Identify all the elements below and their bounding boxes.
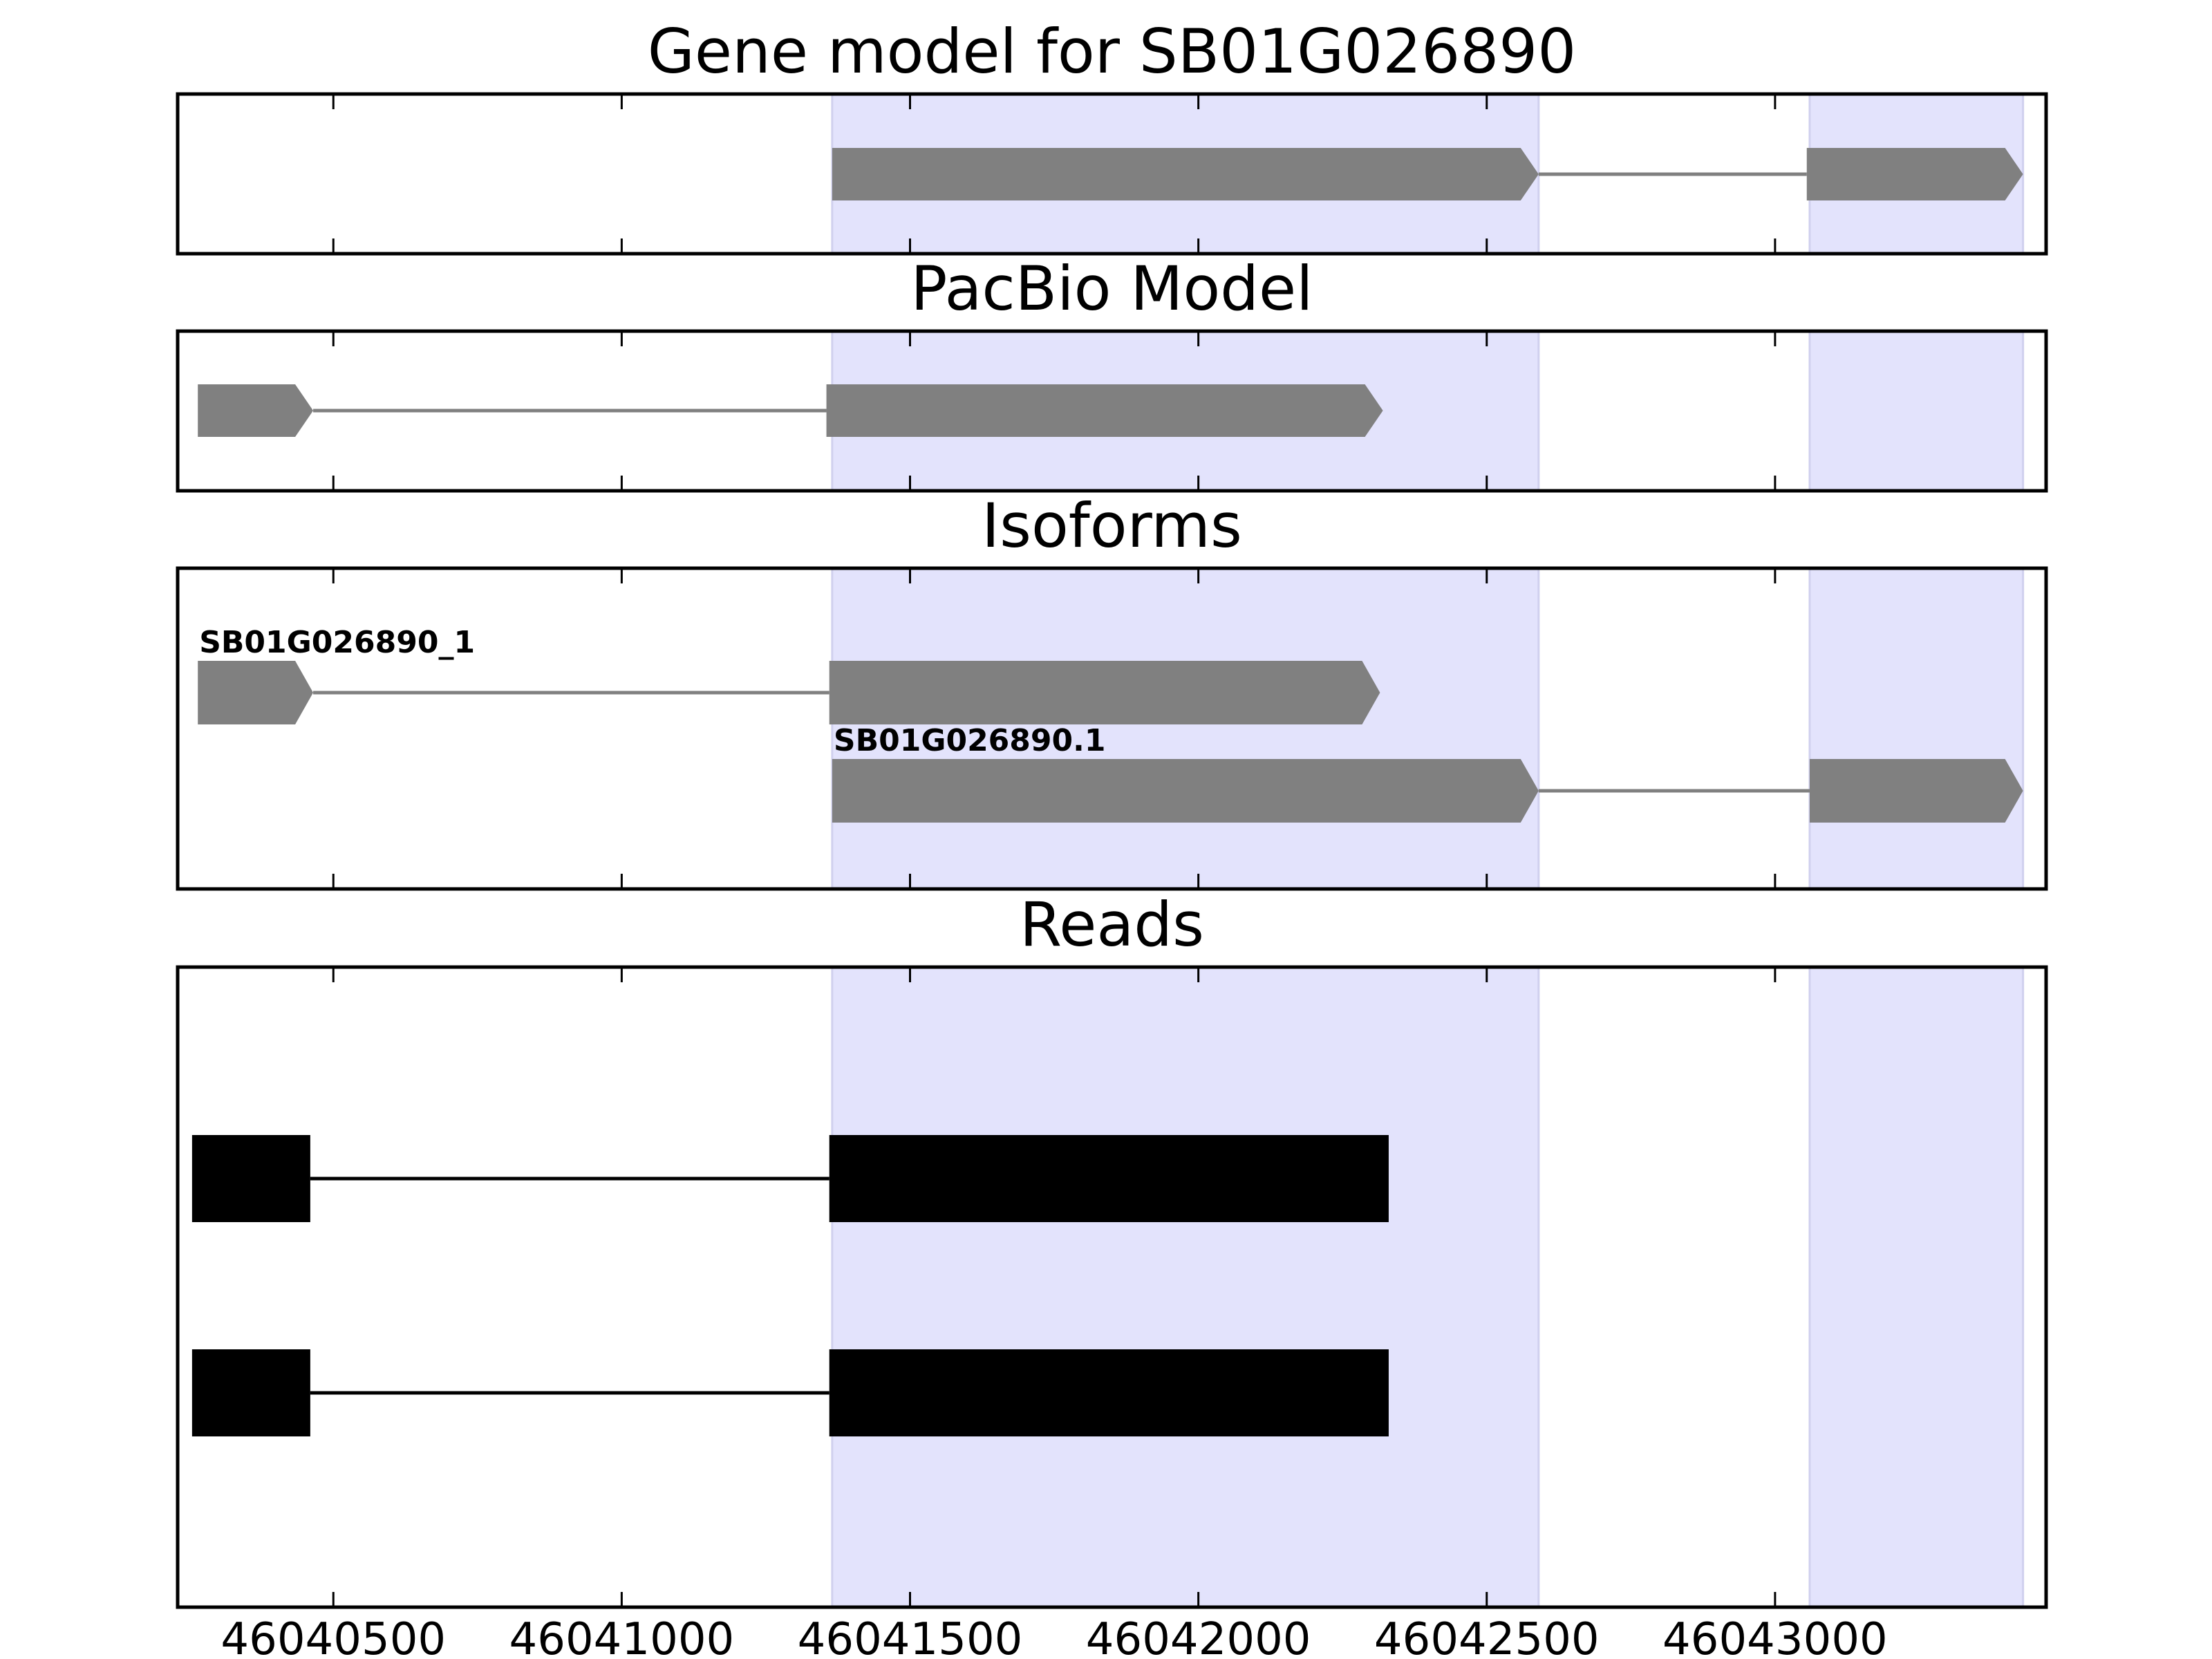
panel-frame [176,92,2048,256]
panel-title: PacBio Model [910,253,1313,324]
exon-block [826,384,1383,437]
exon-block [198,661,314,724]
highlight-region [831,966,1540,1609]
read-track [191,1349,1389,1436]
panel-2: PacBio Model [176,253,2048,493]
x-tick-label: 46042000 [1086,1614,1311,1659]
x-tick-label: 46041000 [509,1614,735,1659]
highlight-region [1808,330,2025,492]
panel-frame [176,329,2048,493]
highlight-region [831,567,1540,890]
transcript-track: SB01G026890_1 [198,625,1380,724]
panel-title: Gene model for SB01G026890 [648,16,1577,87]
exon-block [1809,759,2023,823]
exon-block [198,384,314,437]
panel-title: Reads [1020,889,1204,960]
panel-frame [176,566,2048,891]
highlight-region [1808,966,2025,1609]
highlight-region [1808,567,2025,890]
panel-4: Reads [176,889,2048,1609]
x-tick-label: 46042500 [1374,1614,1600,1659]
read-block [829,1349,1389,1436]
panel-1: Gene model for SB01G026890 [176,16,2048,256]
x-tick-label: 46040500 [221,1614,446,1659]
isoform-label: SB01G026890_1 [199,625,475,660]
read-track [191,1135,1389,1222]
panel-3: SB01G026890_1 SB01G026890.1 Isoforms [176,490,2048,891]
read-block [191,1135,310,1222]
exon-block [829,661,1380,724]
isoform-label: SB01G026890.1 [834,723,1106,758]
panel-title: Isoforms [982,490,1242,561]
x-tick-label: 46043000 [1662,1614,1888,1659]
panel-frame [176,965,2048,1609]
read-block [829,1135,1389,1222]
exon-block [832,148,1539,200]
read-block [191,1349,310,1436]
exon-block [832,759,1539,823]
exon-block [1806,148,2023,200]
transcript-track [832,148,2023,200]
transcript-track [198,384,1383,437]
transcript-track: SB01G026890.1 [832,723,2023,823]
x-tick-label: 46041500 [798,1614,1023,1659]
